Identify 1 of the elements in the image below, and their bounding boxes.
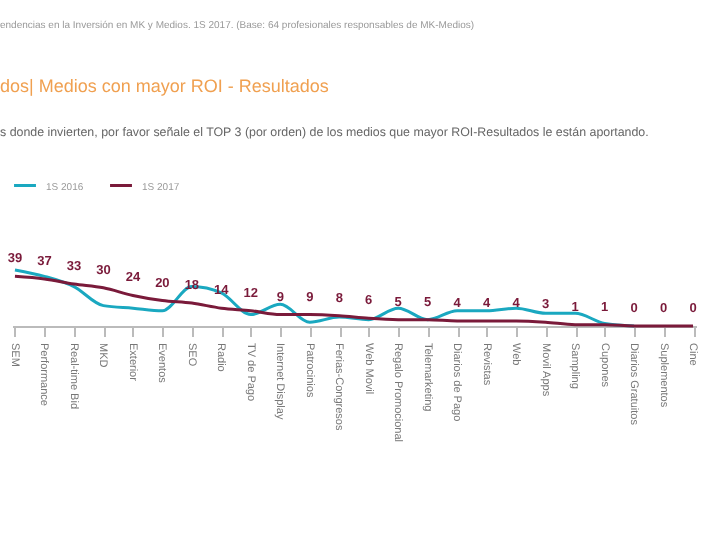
- chart-title: dos| Medios con mayor ROI - Resultados: [0, 76, 329, 96]
